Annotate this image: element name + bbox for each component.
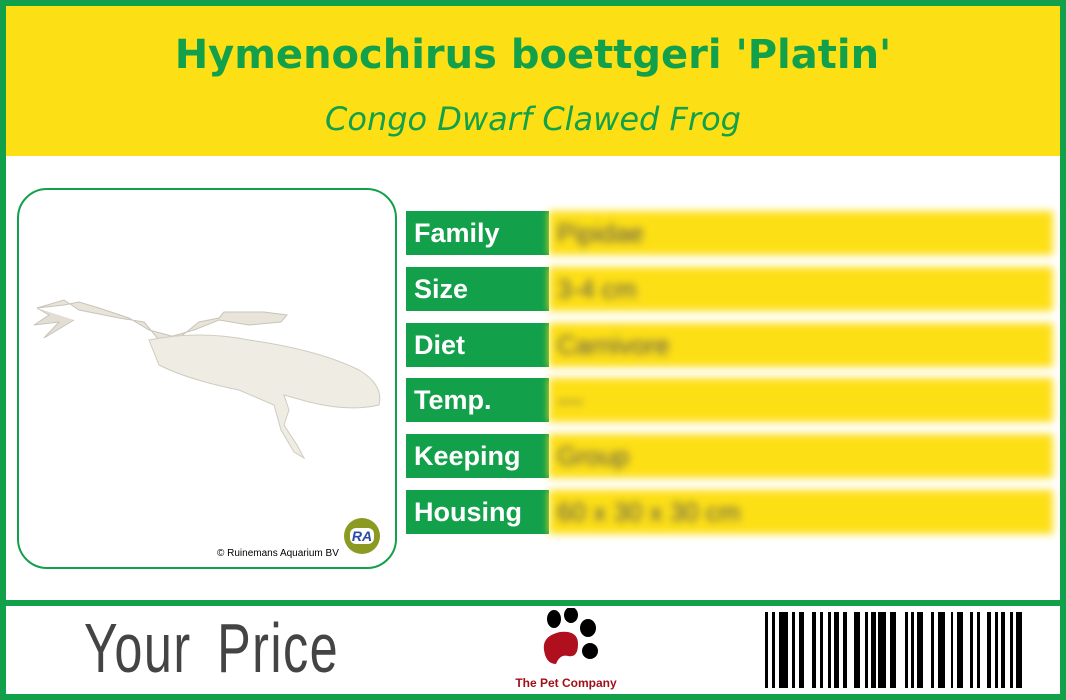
detail-row-family: Family Pipidae <box>406 211 1053 255</box>
detail-value: 60 x 30 x 30 cm <box>549 490 1053 534</box>
barcode-bar <box>843 612 847 688</box>
barcode-bar <box>792 612 795 688</box>
detail-value: 3-4 cm <box>549 266 1053 311</box>
detail-label: Keeping <box>406 434 549 479</box>
barcode-bar <box>911 612 914 688</box>
barcode-bar <box>1001 612 1005 688</box>
common-name: Congo Dwarf Clawed Frog <box>325 100 741 138</box>
barcode-bar <box>995 612 998 688</box>
barcode-bar <box>957 612 963 688</box>
barcode-bar <box>834 612 839 688</box>
detail-row-housing: Housing 60 x 30 x 30 cm <box>406 490 1053 534</box>
barcode-bar <box>865 612 868 688</box>
paw-logo-icon <box>543 608 598 664</box>
barcode-bar <box>917 612 923 688</box>
header: Hymenochirus boettgeri 'Platin' Congo Dw… <box>6 6 1060 156</box>
barcode-bar <box>772 612 775 688</box>
detail-row-diet: Diet Carnivore <box>406 322 1053 367</box>
barcode-bar <box>1010 612 1013 688</box>
brand-name: The Pet Company <box>515 676 617 690</box>
barcode-bar <box>970 612 973 688</box>
photo-credit: © Ruinemans Aquarium BV <box>217 548 339 559</box>
detail-label: Diet <box>406 322 549 367</box>
barcode-bar <box>765 612 768 688</box>
barcode-bar <box>878 612 886 688</box>
barcode-bar <box>871 612 876 688</box>
barcode-bar <box>799 612 804 688</box>
detail-label: Temp. <box>406 378 549 423</box>
barcode-bar <box>938 612 945 688</box>
barcode-bar <box>854 612 860 688</box>
barcode <box>765 612 1022 688</box>
barcode-bar <box>931 612 934 688</box>
barcode-bar <box>820 612 823 688</box>
detail-value: --- <box>549 378 1053 423</box>
footer-divider <box>6 600 1060 606</box>
species-title: Hymenochirus boettgeri 'Platin' <box>174 32 892 78</box>
price-label: Your Price <box>84 609 340 687</box>
barcode-bar <box>977 612 980 688</box>
barcode-bar <box>779 612 788 688</box>
barcode-bar <box>828 612 831 688</box>
barcode-bar <box>1016 612 1022 688</box>
detail-label: Family <box>406 211 549 255</box>
detail-value: Pipidae <box>549 211 1053 255</box>
detail-row-temp: Temp. --- <box>406 378 1053 423</box>
detail-row-size: Size 3-4 cm <box>406 266 1053 311</box>
barcode-bar <box>905 612 908 688</box>
barcode-bar <box>951 612 953 688</box>
ruinemans-logo: RA <box>344 518 380 554</box>
detail-row-keeping: Keeping Group <box>406 434 1053 479</box>
detail-label: Housing <box>406 490 549 534</box>
barcode-bar <box>987 612 991 688</box>
detail-label: Size <box>406 266 549 311</box>
species-photo: RA © Ruinemans Aquarium BV <box>17 188 397 569</box>
detail-value: Group <box>549 434 1053 479</box>
frog-image <box>33 299 381 460</box>
detail-value: Carnivore <box>549 322 1053 367</box>
barcode-bar <box>890 612 896 688</box>
barcode-bar <box>812 612 816 688</box>
